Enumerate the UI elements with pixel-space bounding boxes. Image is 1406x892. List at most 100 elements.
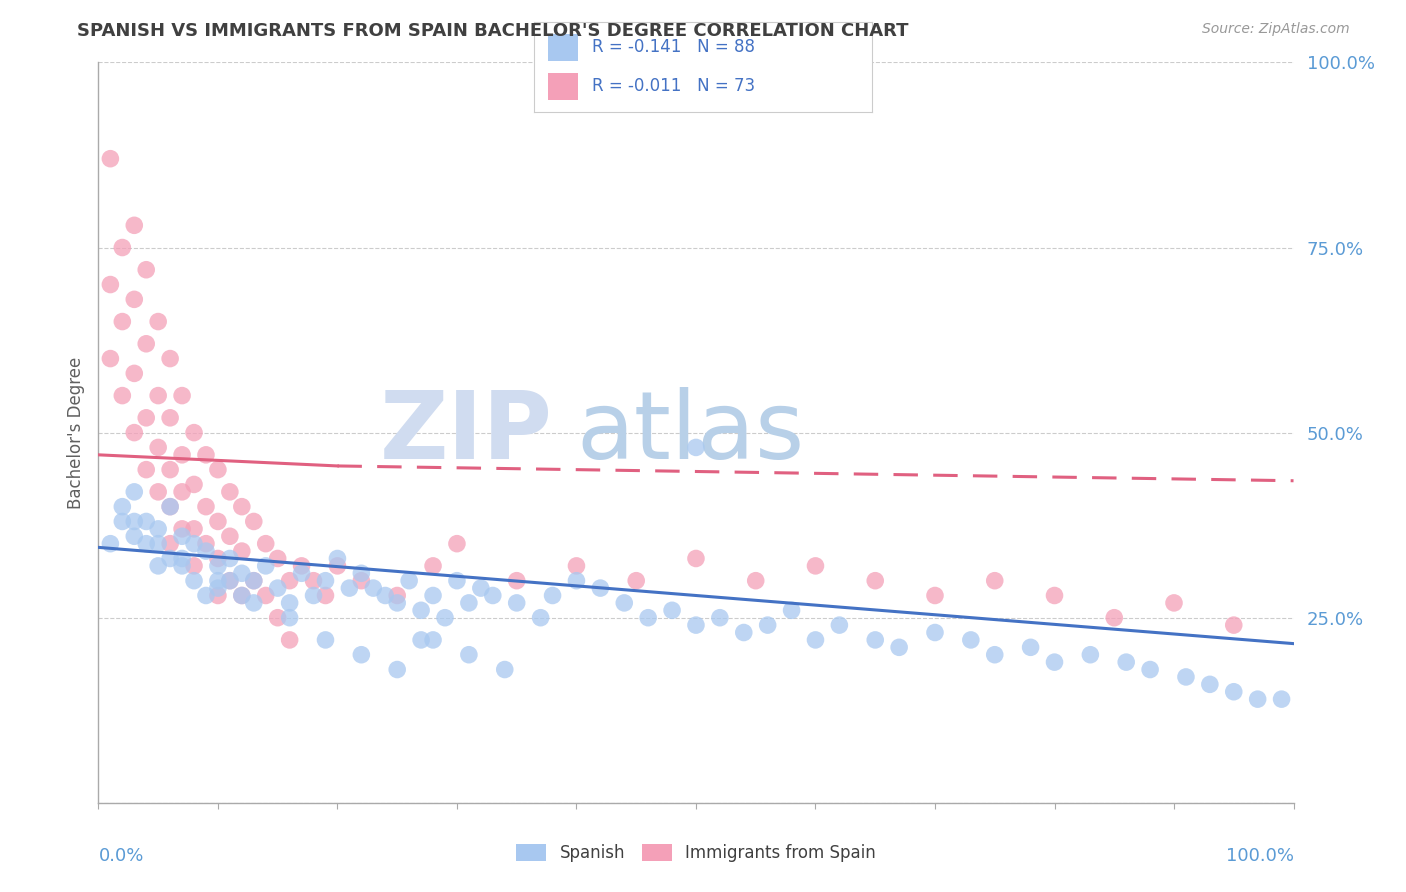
- Point: [231, 566, 253, 581]
- Point: [111, 388, 134, 402]
- Point: [565, 558, 588, 573]
- Point: [385, 589, 409, 603]
- Point: [243, 574, 266, 588]
- Text: ZIP: ZIP: [380, 386, 553, 479]
- Point: [135, 336, 157, 351]
- Point: [111, 500, 134, 514]
- Point: [385, 663, 409, 677]
- Point: [231, 500, 253, 514]
- Point: [828, 618, 851, 632]
- Y-axis label: Bachelor's Degree: Bachelor's Degree: [66, 357, 84, 508]
- Point: [661, 603, 683, 617]
- Point: [159, 551, 181, 566]
- Point: [124, 529, 146, 543]
- Point: [172, 551, 194, 566]
- Text: R = -0.011   N = 73: R = -0.011 N = 73: [592, 77, 755, 95]
- Point: [207, 551, 229, 566]
- Text: 0.0%: 0.0%: [98, 847, 143, 865]
- Point: [865, 574, 887, 588]
- Point: [422, 632, 444, 647]
- Point: [530, 610, 553, 624]
- Point: [422, 558, 444, 573]
- Point: [1175, 670, 1198, 684]
- Point: [172, 448, 194, 462]
- Point: [219, 484, 242, 499]
- Point: [254, 558, 277, 573]
- Point: [411, 603, 433, 617]
- Point: [984, 648, 1007, 662]
- Point: [124, 484, 146, 499]
- Point: [541, 589, 564, 603]
- Point: [804, 632, 827, 647]
- Point: [984, 574, 1007, 588]
- Point: [350, 648, 373, 662]
- FancyBboxPatch shape: [548, 34, 578, 61]
- Point: [278, 596, 301, 610]
- Point: [124, 515, 146, 529]
- Point: [924, 625, 946, 640]
- Point: [924, 589, 946, 603]
- Point: [1115, 655, 1137, 669]
- Point: [124, 367, 146, 381]
- Text: atlas: atlas: [576, 386, 804, 479]
- Point: [385, 596, 409, 610]
- Point: [207, 581, 229, 595]
- Point: [243, 574, 266, 588]
- Point: [1271, 692, 1294, 706]
- Point: [506, 574, 529, 588]
- Point: [124, 219, 146, 233]
- Point: [207, 515, 229, 529]
- Point: [1043, 589, 1066, 603]
- Point: [207, 558, 229, 573]
- Point: [326, 551, 349, 566]
- Text: 100.0%: 100.0%: [1226, 847, 1294, 865]
- Point: [494, 663, 516, 677]
- Point: [111, 515, 134, 529]
- Point: [733, 625, 755, 640]
- Point: [1139, 663, 1161, 677]
- Point: [637, 610, 659, 624]
- Point: [302, 574, 325, 588]
- Point: [1223, 685, 1246, 699]
- Point: [148, 388, 170, 402]
- Point: [315, 632, 337, 647]
- Point: [98, 277, 122, 292]
- Point: [1199, 677, 1222, 691]
- Point: [315, 574, 337, 588]
- Point: [422, 589, 444, 603]
- Point: [148, 558, 170, 573]
- Point: [374, 589, 396, 603]
- Point: [172, 558, 194, 573]
- Point: [219, 551, 242, 566]
- Point: [302, 589, 325, 603]
- Point: [172, 522, 194, 536]
- Point: [446, 536, 468, 550]
- Point: [411, 632, 433, 647]
- Point: [434, 610, 457, 624]
- Legend: Spanish, Immigrants from Spain: Spanish, Immigrants from Spain: [509, 837, 883, 869]
- Point: [685, 551, 707, 566]
- Point: [207, 574, 229, 588]
- Point: [243, 596, 266, 610]
- Point: [98, 536, 122, 550]
- Point: [291, 558, 314, 573]
- Point: [159, 500, 181, 514]
- Point: [315, 589, 337, 603]
- Point: [565, 574, 588, 588]
- Point: [804, 558, 827, 573]
- Point: [1247, 692, 1270, 706]
- Point: [446, 574, 468, 588]
- Point: [195, 500, 218, 514]
- Point: [267, 581, 290, 595]
- Point: [458, 648, 481, 662]
- Point: [1019, 640, 1042, 655]
- Point: [339, 581, 361, 595]
- Point: [709, 610, 731, 624]
- Point: [363, 581, 385, 595]
- Point: [148, 484, 170, 499]
- Point: [745, 574, 768, 588]
- Point: [135, 410, 157, 425]
- Point: [195, 589, 218, 603]
- Point: [183, 536, 205, 550]
- Point: [1104, 610, 1126, 624]
